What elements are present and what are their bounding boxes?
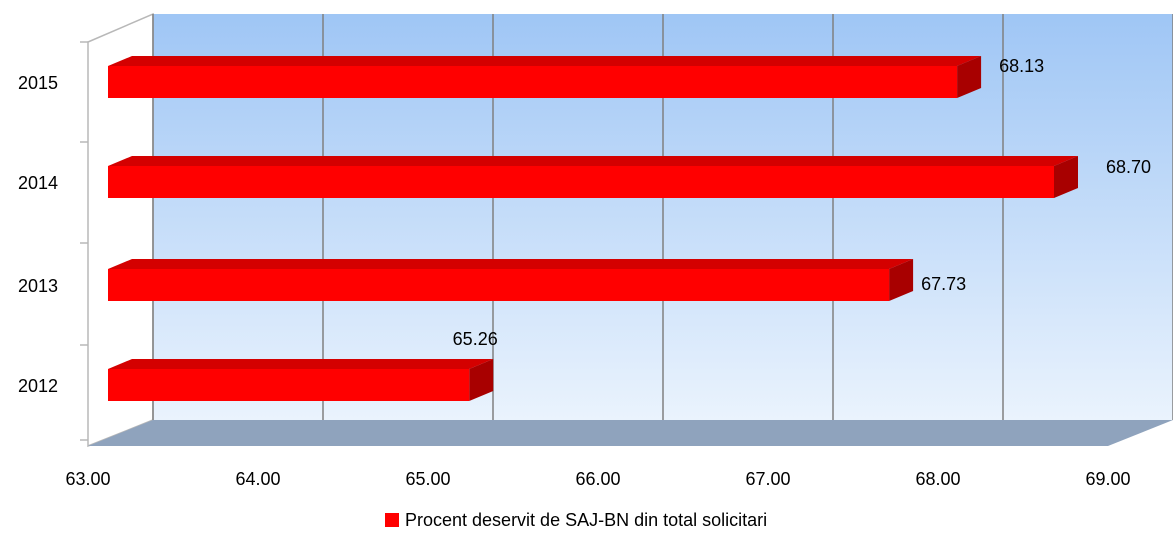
bar-front-face: [108, 369, 470, 401]
x-tick-label: 66.00: [575, 469, 620, 489]
bar-side-face: [1054, 156, 1078, 198]
bar-side-face: [469, 359, 494, 401]
bar-2014: [108, 156, 1078, 198]
x-tick-label: 68.00: [915, 469, 960, 489]
category-label-2014: 2014: [18, 173, 58, 193]
x-tick-label: 67.00: [745, 469, 790, 489]
bar-2015: [108, 56, 982, 98]
legend: Procent deservit de SAJ-BN din total sol…: [385, 510, 767, 530]
bar-top-face: [108, 156, 1078, 166]
data-labels: 65.26 67.73 68.70 68.13: [453, 56, 1151, 349]
x-tick-label: 64.00: [235, 469, 280, 489]
bar-top-face: [108, 56, 982, 66]
category-label-2013: 2013: [18, 276, 58, 296]
legend-swatch: [385, 513, 399, 527]
chart-floor: [88, 420, 1173, 446]
category-label-2012: 2012: [18, 376, 58, 396]
axis-ticks: 2012 2013 2014 2015 63.00 64.00 65.00 66.00 67.0…: [18, 41, 1131, 489]
bars: [108, 56, 1078, 401]
data-label-2015: 68.13: [999, 56, 1044, 76]
bar-side-face: [957, 56, 982, 98]
x-tick-label: 69.00: [1085, 469, 1130, 489]
category-label-2015: 2015: [18, 73, 58, 93]
bar-front-face: [108, 269, 890, 301]
x-tick-label: 63.00: [65, 469, 110, 489]
data-label-2013: 67.73: [921, 274, 966, 294]
bar-2013: [108, 259, 914, 301]
x-tick-label: 65.00: [405, 469, 450, 489]
data-label-2012: 65.26: [453, 329, 498, 349]
data-label-2014: 68.70: [1106, 157, 1151, 177]
bar-top-face: [108, 359, 494, 369]
legend-label: Procent deservit de SAJ-BN din total sol…: [405, 510, 767, 530]
bar-front-face: [108, 166, 1054, 198]
bar-side-face: [889, 259, 914, 301]
bar-top-face: [108, 259, 914, 269]
bar-2012: [108, 359, 494, 401]
bar-front-face: [108, 66, 958, 98]
